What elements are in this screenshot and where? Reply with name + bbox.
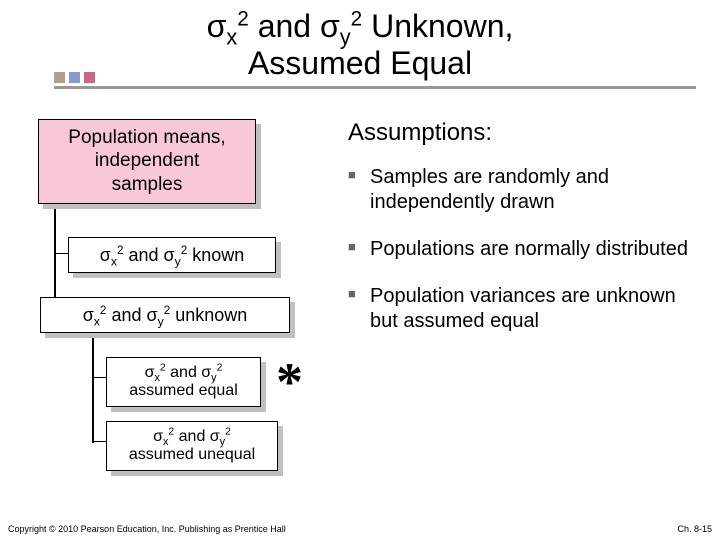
decorator-block [69,72,80,83]
tree-node-assumed-equal: σx2 and σy2assumed equal [106,357,261,408]
color-decorator [54,72,99,83]
assumption-item: Population variances are unknown but ass… [348,284,698,334]
tree-connector [92,331,94,443]
highlight-star-icon: * [276,351,303,413]
slide-content: Population means,independentsamples σx2 … [0,89,720,119]
assumptions-list: Samples are randomly and independently d… [348,165,698,334]
page-number: Ch. 8-15 [677,524,712,534]
tree-connector [92,377,106,379]
slide-title: σx2 and σy2 Unknown,Assumed Equal [0,8,720,82]
decorator-block [84,72,95,83]
tree-connector [54,253,68,255]
tree-node-variances-known: σx2 and σy2 known [68,237,276,274]
assumptions-heading: Assumptions: [348,119,698,147]
assumption-item: Populations are normally distributed [348,237,698,262]
assumption-item: Samples are randomly and independently d… [348,165,698,215]
decorator-block [54,72,65,83]
copyright-text: Copyright © 2010 Pearson Education, Inc.… [8,524,286,534]
tree-node-assumed-unequal: σx2 and σy2assumed unequal [106,421,278,472]
tree-node-population: Population means,independentsamples [38,119,256,204]
assumptions-panel: Assumptions: Samples are randomly and in… [348,119,698,356]
tree-node-variances-unknown: σx2 and σy2 unknown [40,297,290,334]
tree-connector [92,441,106,443]
slide-title-area: σx2 and σy2 Unknown,Assumed Equal [0,0,720,82]
